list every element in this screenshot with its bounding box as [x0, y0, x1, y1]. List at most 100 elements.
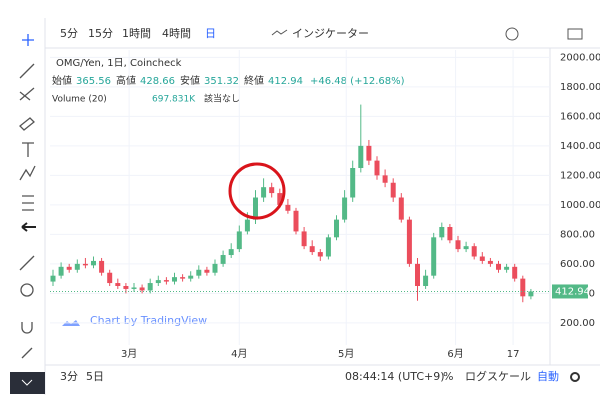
candle-body — [366, 145, 372, 161]
candle-body — [172, 277, 177, 282]
interval-button[interactable]: 5分 — [60, 27, 78, 40]
candle-body — [382, 175, 388, 183]
watermark[interactable]: Chart by TradingView — [90, 314, 207, 327]
candle-body — [204, 269, 210, 273]
x-tick-label: 4月 — [231, 348, 247, 360]
candle-body — [236, 231, 242, 250]
candle-body — [253, 197, 258, 220]
x-tick-label: 17 — [507, 349, 520, 360]
candle-body — [463, 246, 469, 250]
low-label: 安値 — [180, 74, 200, 87]
auto-button[interactable]: 自動 — [537, 369, 559, 383]
candle-body — [447, 227, 453, 241]
candle-body — [455, 240, 461, 250]
candle-body — [66, 266, 72, 270]
candle-body — [479, 256, 485, 261]
candle-body — [131, 287, 137, 289]
candle-body — [431, 237, 437, 276]
y-tick-label: 1200.00 — [560, 170, 600, 181]
y-tick-label: 1000.00 — [560, 200, 600, 211]
log-button[interactable]: ログスケール — [465, 369, 531, 383]
candle-body — [196, 269, 202, 276]
change-value: +46.48 (+12.68%) — [310, 76, 405, 87]
candle-body — [317, 252, 323, 257]
candle-body — [374, 160, 380, 176]
high-label: 高値 — [116, 74, 136, 87]
period-button[interactable]: 日 — [205, 27, 216, 40]
candle-body — [512, 266, 518, 279]
x-tick-label: 5月 — [338, 348, 354, 360]
candle-body — [147, 283, 153, 291]
indicators-button[interactable]: インジケーター — [292, 27, 369, 40]
open-value: 365.56 — [76, 76, 111, 87]
candle-body — [471, 246, 477, 257]
candle-body — [244, 219, 250, 232]
open-label: 始値 — [52, 74, 72, 87]
y-tick-label: 1400.00 — [560, 141, 600, 152]
candle-body — [309, 246, 315, 253]
candle-body — [155, 280, 161, 284]
candle-body — [334, 219, 339, 238]
percent-button[interactable]: % — [443, 370, 453, 383]
candle-body — [350, 168, 356, 198]
y-tick-label: 2000.00 — [560, 52, 600, 63]
camera-icon[interactable] — [567, 28, 583, 40]
candle-body — [293, 210, 299, 232]
x-tick-label: 3月 — [121, 348, 137, 360]
candle-body — [325, 237, 331, 257]
candle-body — [163, 280, 169, 282]
range-button[interactable]: 3分 — [60, 370, 78, 383]
candle-body — [139, 287, 145, 291]
candle-body — [228, 249, 234, 256]
candle-body — [269, 187, 275, 194]
close-value: 412.94 — [268, 76, 303, 87]
volume-note: 該当なし — [204, 93, 240, 105]
candle-body — [115, 283, 121, 286]
candle-body — [423, 275, 429, 286]
indicator-icon — [271, 29, 288, 36]
candle-body — [58, 266, 64, 276]
settings-icon[interactable] — [505, 27, 519, 41]
candle-body — [107, 272, 113, 284]
candle-body — [277, 193, 283, 205]
interval-button[interactable]: 4時間 — [162, 27, 191, 40]
x-tick-label: 6月 — [447, 348, 463, 360]
y-tick-label: 1800.00 — [560, 82, 600, 93]
candle-body — [82, 263, 88, 266]
low-value: 351.32 — [204, 76, 239, 87]
candle-body — [301, 231, 307, 247]
candle-body — [188, 275, 194, 279]
highlight-circle — [228, 162, 286, 220]
candle-body — [406, 219, 412, 264]
candle-body — [398, 197, 404, 220]
y-tick-label: 1600.00 — [560, 111, 600, 122]
interval-button[interactable]: 1時間 — [122, 27, 151, 40]
candle-body — [74, 263, 80, 270]
tv-logo — [62, 320, 80, 326]
candle-body — [261, 187, 267, 198]
candle-body — [520, 278, 526, 297]
candle-body — [390, 182, 396, 198]
interval-button[interactable]: 15分 — [88, 27, 113, 40]
candle-body — [50, 275, 56, 282]
candle-body — [123, 286, 129, 289]
candle-body — [220, 255, 226, 264]
collapse-icon — [21, 379, 33, 386]
volume-label: Volume (20) — [52, 95, 107, 105]
candle-body — [415, 263, 420, 286]
top-toolbar: 5分 15分 1時間 4時間 — [60, 27, 191, 40]
candle-body — [91, 260, 96, 266]
candle-body — [99, 260, 105, 273]
clock: 08:44:14 (UTC+9) — [345, 370, 445, 383]
candle-body — [528, 291, 534, 297]
candle-body — [180, 277, 186, 279]
volume-value: 697.831K — [152, 95, 196, 105]
collapse-button[interactable] — [10, 372, 45, 394]
candle-body — [358, 145, 364, 168]
settings-icon[interactable] — [570, 372, 580, 382]
candle-body — [285, 204, 291, 211]
left-tools[interactable] — [19, 34, 36, 359]
range-button[interactable]: 5日 — [86, 370, 104, 383]
candle-body — [496, 263, 501, 270]
